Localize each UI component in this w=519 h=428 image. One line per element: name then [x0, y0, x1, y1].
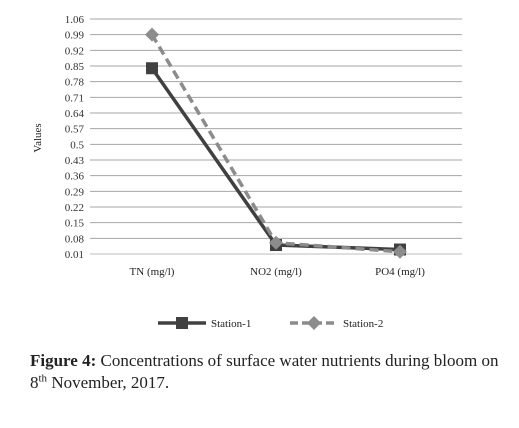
x-category-label: TN (mg/l) — [130, 266, 175, 278]
caption-text: Concentrations of surface water nutrient… — [30, 351, 499, 392]
data-point-series-2 — [393, 244, 407, 259]
y-tick-label: 0.71 — [65, 92, 84, 104]
gridlines — [90, 18, 462, 255]
y-tick-label: 0.5 — [70, 139, 84, 151]
figure-label: Figure 4: — [30, 351, 97, 370]
y-tick-label: 0.29 — [65, 186, 85, 198]
y-tick-label: 0.99 — [65, 30, 85, 42]
data-point-series-2 — [269, 235, 283, 250]
legend-label-2: Station-2 — [343, 318, 383, 330]
series-line-2 — [150, 33, 401, 254]
y-axis-title: Values — [32, 123, 44, 152]
series — [145, 27, 407, 259]
x-category-label: NO2 (mg/l) — [250, 266, 302, 278]
caption-superscript: th — [38, 372, 48, 385]
y-tick-label: 0.57 — [65, 124, 85, 136]
legend: Station-1 Station-2 — [158, 316, 383, 330]
x-category-labels: TN (mg/l) NO2 (mg/l) PO4 (mg/l) — [130, 266, 426, 278]
y-tick-label: 0.78 — [65, 77, 85, 89]
y-tick-label: 0.43 — [65, 155, 85, 167]
y-tick-label: 0.22 — [65, 202, 84, 214]
y-tick-label: 0.36 — [65, 171, 85, 183]
y-tick-label: 0.15 — [65, 218, 85, 230]
y-tick-labels: 1.06 0.99 0.92 0.85 0.78 0.71 0.64 0.57 0.5 0.43 0… — [65, 14, 85, 261]
data-point-series-2 — [145, 27, 159, 42]
y-tick-label: 0.64 — [65, 108, 85, 120]
chart: 1.06 0.99 0.92 0.85 0.78 0.71 0.64 0.57 0.5 0.43 0… — [32, 14, 462, 330]
y-tick-label: 0.92 — [65, 45, 84, 57]
y-tick-label: 0.01 — [65, 249, 84, 261]
legend-marker-1 — [176, 317, 188, 329]
caption-text-end: November, 2017. — [47, 373, 170, 392]
legend-marker-2 — [307, 316, 321, 330]
x-category-label: PO4 (mg/l) — [375, 266, 425, 278]
figure-caption: Figure 4: Concentrations of surface wate… — [30, 350, 500, 394]
y-tick-label: 0.85 — [65, 61, 85, 73]
y-tick-label: 1.06 — [65, 14, 85, 26]
y-tick-label: 0.08 — [65, 233, 85, 245]
data-point-series-1 — [146, 62, 158, 75]
legend-label-1: Station-1 — [211, 318, 251, 330]
